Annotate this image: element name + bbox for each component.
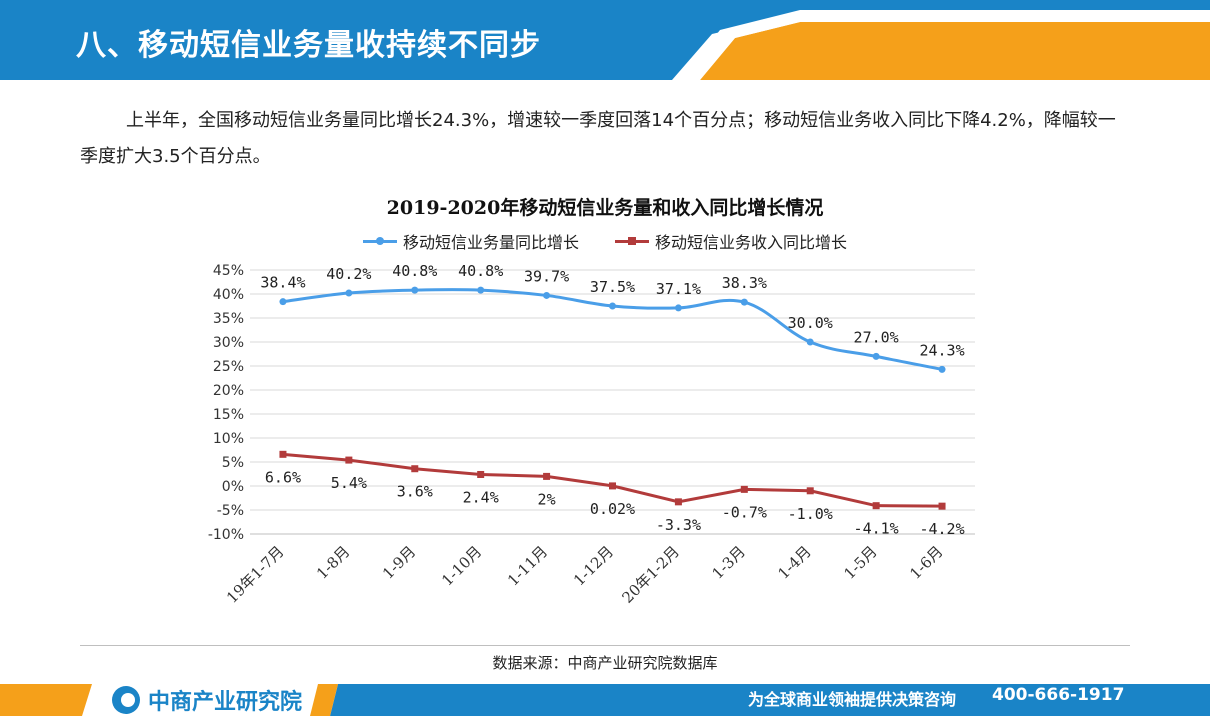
series-line-volume bbox=[282, 288, 943, 371]
y-tick-label: 35% bbox=[213, 311, 244, 327]
x-tick-label: 20年1-2月 bbox=[618, 542, 683, 607]
y-tick-label: 15% bbox=[213, 407, 244, 423]
data-label-revenue: 5.4% bbox=[331, 474, 367, 492]
data-label-volume: 40.2% bbox=[326, 265, 371, 283]
chart-title: 2019-2020年移动短信业务量和收入同比增长情况 bbox=[386, 197, 824, 219]
data-label-volume: 40.8% bbox=[458, 262, 503, 280]
legend-label-revenue: 移动短信业务收入同比增长 bbox=[655, 233, 848, 252]
data-label-revenue: -4.1% bbox=[854, 520, 899, 538]
legend-swatch-volume bbox=[362, 236, 397, 246]
y-tick-label: 40% bbox=[213, 287, 244, 303]
x-tick-label: 1-11月 bbox=[504, 542, 551, 589]
x-tick-label: 1-4月 bbox=[774, 542, 814, 582]
y-tick-label: 30% bbox=[213, 335, 244, 351]
data-label-revenue: -3.3% bbox=[656, 516, 701, 534]
data-point-volume bbox=[609, 302, 616, 310]
data-label-volume: 40.8% bbox=[392, 262, 437, 280]
data-point-volume bbox=[543, 291, 551, 299]
y-tick-label: 5% bbox=[222, 455, 244, 471]
data-label-revenue: 0.02% bbox=[590, 500, 635, 518]
x-tick-label: 19年1-7月 bbox=[223, 542, 288, 607]
data-source: 数据来源：中商产业研究院数据库 bbox=[492, 654, 718, 672]
data-label-volume: 39.7% bbox=[524, 267, 569, 285]
data-point-volume bbox=[279, 298, 287, 306]
data-point-revenue bbox=[938, 502, 946, 510]
page-title: 八、移动短信业务量收持续不同步 bbox=[76, 28, 541, 63]
data-point-revenue bbox=[609, 482, 616, 490]
x-tick-label: 1-10月 bbox=[438, 542, 485, 589]
data-label-volume: 37.1% bbox=[656, 280, 701, 298]
y-tick-label: 45% bbox=[213, 263, 244, 279]
legend-item-revenue: 移动短信业务收入同比增长 bbox=[615, 229, 847, 253]
data-point-revenue bbox=[411, 465, 419, 473]
source-divider bbox=[80, 645, 1130, 646]
chart-legend: 移动短信业务量同比增长 移动短信业务收入同比增长 bbox=[0, 229, 1210, 253]
data-point-revenue bbox=[872, 502, 880, 510]
data-point-revenue bbox=[674, 498, 682, 506]
data-point-volume bbox=[674, 304, 682, 312]
data-label-volume: 37.5% bbox=[590, 278, 635, 296]
header-banner: 八、移动短信业务量收持续不同步 bbox=[0, 0, 1210, 80]
legend-item-volume: 移动短信业务量同比增长 bbox=[362, 229, 579, 253]
data-point-volume bbox=[872, 352, 880, 360]
data-label-revenue: 3.6% bbox=[397, 483, 433, 501]
y-tick-label: 10% bbox=[213, 431, 244, 447]
x-tick-label: 1-3月 bbox=[708, 542, 748, 582]
footer-background bbox=[0, 684, 1210, 716]
footer-banner bbox=[0, 680, 1210, 716]
data-label-volume: 24.3% bbox=[919, 341, 964, 359]
y-tick-label: 20% bbox=[213, 383, 244, 399]
data-point-revenue bbox=[279, 450, 287, 458]
x-tick-label: 1-12月 bbox=[570, 542, 617, 589]
data-point-revenue bbox=[477, 470, 485, 478]
y-tick-label: -5% bbox=[217, 503, 244, 519]
legend-swatch-revenue bbox=[615, 236, 649, 246]
x-tick-label: 1-9月 bbox=[379, 542, 419, 582]
data-label-volume: 38.3% bbox=[722, 274, 767, 292]
data-label-volume: 38.4% bbox=[260, 274, 305, 292]
header-background bbox=[0, 0, 1210, 80]
legend-label-volume: 移动短信业务量同比增长 bbox=[402, 233, 579, 252]
company-logo: 中商产业研究院 bbox=[112, 684, 302, 716]
line-chart: -10% -5% 0% 5% 10% 15% 20% 25% 30% 35% 40% 45% 19年1-… bbox=[208, 262, 975, 607]
footer-slogan: 为全球商业领袖提供决策咨询 bbox=[748, 690, 957, 709]
data-point-volume bbox=[938, 365, 946, 373]
data-point-volume bbox=[806, 338, 814, 346]
data-label-revenue: -0.7% bbox=[722, 503, 767, 521]
data-label-volume: 30.0% bbox=[788, 314, 833, 332]
data-point-volume bbox=[345, 289, 353, 297]
data-point-volume bbox=[740, 298, 748, 306]
x-tick-label: 1-8月 bbox=[313, 542, 353, 582]
y-tick-label: -10% bbox=[208, 527, 244, 543]
data-label-revenue: -4.2% bbox=[919, 520, 964, 538]
data-point-volume bbox=[411, 286, 419, 294]
intro-paragraph: 上半年，全国移动短信业务量同比增长24.3%，增速较一季度回落14个百分点；移动… bbox=[80, 110, 1116, 167]
data-point-revenue bbox=[740, 485, 748, 493]
data-label-revenue: 2% bbox=[538, 490, 556, 508]
data-point-revenue bbox=[806, 487, 814, 495]
data-point-revenue bbox=[345, 456, 353, 464]
x-tick-label: 1-5月 bbox=[840, 542, 880, 582]
data-label-revenue: -1.0% bbox=[788, 505, 833, 523]
footer-phone: 400-666-1917 bbox=[992, 685, 1125, 705]
logo-icon bbox=[112, 686, 140, 714]
data-point-revenue bbox=[543, 472, 551, 480]
data-label-volume: 27.0% bbox=[854, 328, 899, 346]
y-tick-label: 25% bbox=[213, 359, 244, 375]
chart-container: -10% -5% 0% 5% 10% 15% 20% 25% 30% 35% 40% 45% 19年1-… bbox=[0, 185, 1210, 625]
x-tick-label: 1-6月 bbox=[906, 542, 946, 582]
logo-text: 中商产业研究院 bbox=[148, 690, 303, 715]
data-label-revenue: 2.4% bbox=[463, 488, 499, 506]
data-point-volume bbox=[477, 286, 485, 294]
y-tick-label: 0% bbox=[222, 479, 244, 495]
data-label-revenue: 6.6% bbox=[265, 468, 301, 486]
